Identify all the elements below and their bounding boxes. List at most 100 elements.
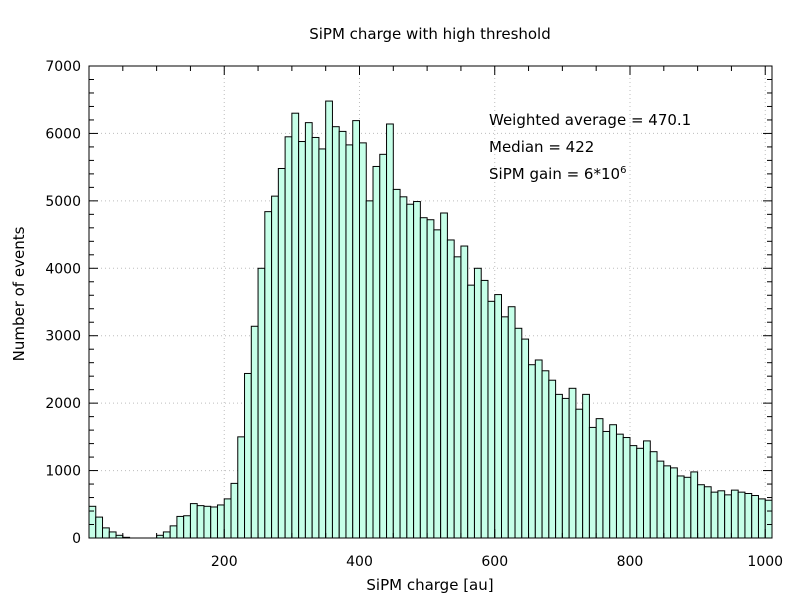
histogram-bar bbox=[318, 148, 327, 539]
histogram-bar bbox=[487, 300, 496, 539]
histogram-bar bbox=[365, 200, 374, 539]
histogram-bar bbox=[548, 379, 557, 539]
histogram-bar bbox=[264, 211, 273, 539]
histogram-bar bbox=[426, 219, 435, 539]
annotations: Weighted average = 470.1 Median = 422 Si… bbox=[489, 111, 691, 183]
histogram-bar bbox=[338, 130, 347, 539]
histogram-bar bbox=[622, 437, 631, 539]
histogram-bar bbox=[325, 100, 333, 539]
histogram-bar bbox=[521, 338, 530, 539]
histogram-bar bbox=[541, 370, 550, 539]
histogram-bar bbox=[467, 284, 475, 539]
histogram-bar bbox=[311, 136, 320, 539]
y-tick-label: 6000 bbox=[45, 126, 81, 142]
histogram-bar bbox=[595, 418, 604, 539]
histogram-bar bbox=[528, 364, 536, 539]
histogram-bar bbox=[386, 123, 394, 539]
histogram-bar bbox=[514, 327, 523, 539]
histogram-bar bbox=[703, 486, 712, 539]
histogram-bar bbox=[406, 203, 415, 539]
histogram-bar bbox=[244, 372, 252, 539]
histogram-bar bbox=[419, 217, 428, 539]
tick-labels: 200 400 600 800 1000 0 1000 2000 3000 4000 5000 600… bbox=[45, 59, 783, 570]
histogram-bar bbox=[399, 196, 408, 539]
histogram-bar bbox=[757, 498, 766, 539]
histogram-bar bbox=[284, 136, 293, 539]
x-tick-label: 1000 bbox=[747, 554, 783, 570]
histogram-bar bbox=[568, 387, 577, 539]
histogram-bar bbox=[724, 494, 732, 539]
histogram-bar bbox=[555, 393, 563, 539]
annotation-weighted-average: Weighted average = 470.1 bbox=[489, 111, 691, 129]
histogram-bar bbox=[440, 212, 448, 539]
histogram-bar bbox=[372, 165, 381, 539]
histogram-bar bbox=[196, 505, 205, 539]
histogram-bar bbox=[683, 476, 692, 539]
histogram-bar bbox=[413, 201, 421, 539]
histogram-bar bbox=[751, 495, 759, 539]
y-tick-label: 3000 bbox=[45, 329, 81, 345]
x-axis-label: SiPM charge [au] bbox=[366, 576, 493, 594]
histogram-bar bbox=[392, 188, 401, 539]
annotation-gain-exponent: 6 bbox=[620, 165, 626, 176]
histogram-bar bbox=[345, 144, 354, 539]
histogram-bar bbox=[649, 451, 658, 539]
histogram-bar bbox=[203, 505, 212, 539]
histogram-bar bbox=[764, 499, 773, 539]
histogram-bar bbox=[108, 531, 117, 539]
histogram-bar bbox=[352, 120, 360, 539]
histogram-bar bbox=[250, 325, 259, 539]
histogram-bar bbox=[710, 491, 719, 539]
histogram-bar bbox=[494, 294, 503, 539]
histogram-bar bbox=[480, 279, 489, 539]
y-axis-label: Number of events bbox=[10, 226, 28, 361]
histogram-bar bbox=[737, 491, 746, 539]
histogram-bar bbox=[507, 306, 516, 539]
histogram-bar bbox=[379, 153, 388, 539]
histogram-bar bbox=[189, 503, 198, 539]
histogram-bar bbox=[609, 424, 617, 539]
x-tick-label: 600 bbox=[481, 554, 508, 570]
histogram-bar bbox=[257, 267, 266, 539]
histogram-bar bbox=[690, 471, 699, 539]
histogram-bar bbox=[223, 498, 232, 539]
histogram-bar bbox=[676, 475, 685, 539]
histogram-bar bbox=[176, 515, 185, 539]
histogram-bar bbox=[183, 515, 191, 539]
histogram-bar bbox=[588, 426, 597, 539]
histogram-bar bbox=[210, 506, 218, 539]
histogram-bar bbox=[433, 229, 442, 539]
annotation-gain-base: SiPM gain = 6*10 bbox=[489, 165, 620, 183]
histogram-bar bbox=[643, 440, 651, 539]
histogram-bar bbox=[534, 359, 543, 539]
annotation-median: Median = 422 bbox=[489, 138, 594, 156]
x-tick-label: 400 bbox=[346, 554, 373, 570]
histogram-bar bbox=[277, 167, 286, 539]
histogram-bar bbox=[744, 492, 753, 539]
y-tick-label: 1000 bbox=[45, 464, 81, 480]
histogram-bar bbox=[102, 527, 110, 539]
histogram-bar bbox=[615, 433, 624, 539]
histogram-bar bbox=[602, 430, 611, 539]
histogram-bar bbox=[331, 126, 340, 539]
axis-ticks bbox=[89, 65, 772, 539]
histogram-bar bbox=[216, 504, 225, 539]
x-tick-label: 200 bbox=[211, 554, 238, 570]
histogram-bar bbox=[501, 316, 509, 539]
histogram-bar bbox=[636, 447, 645, 539]
histogram-bar bbox=[561, 397, 570, 539]
histogram-bar bbox=[298, 141, 306, 539]
y-tick-label: 0 bbox=[72, 531, 81, 547]
y-tick-label: 4000 bbox=[45, 261, 81, 277]
histogram-bar bbox=[717, 490, 726, 539]
histogram-bar bbox=[237, 436, 246, 539]
x-tick-label: 800 bbox=[617, 554, 644, 570]
histogram-bar bbox=[95, 516, 104, 539]
chart-title: SiPM charge with high threshold bbox=[309, 25, 551, 43]
histogram-bar bbox=[670, 467, 678, 539]
y-tick-label: 2000 bbox=[45, 396, 81, 412]
histogram-bar bbox=[358, 142, 367, 539]
histogram-bar bbox=[575, 408, 584, 539]
histogram-bar bbox=[271, 195, 279, 539]
histogram-bar bbox=[730, 489, 739, 539]
